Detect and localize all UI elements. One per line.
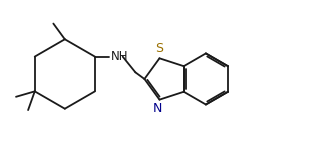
Text: N: N bbox=[152, 102, 162, 115]
Text: NH: NH bbox=[111, 50, 128, 63]
Text: S: S bbox=[155, 42, 163, 55]
